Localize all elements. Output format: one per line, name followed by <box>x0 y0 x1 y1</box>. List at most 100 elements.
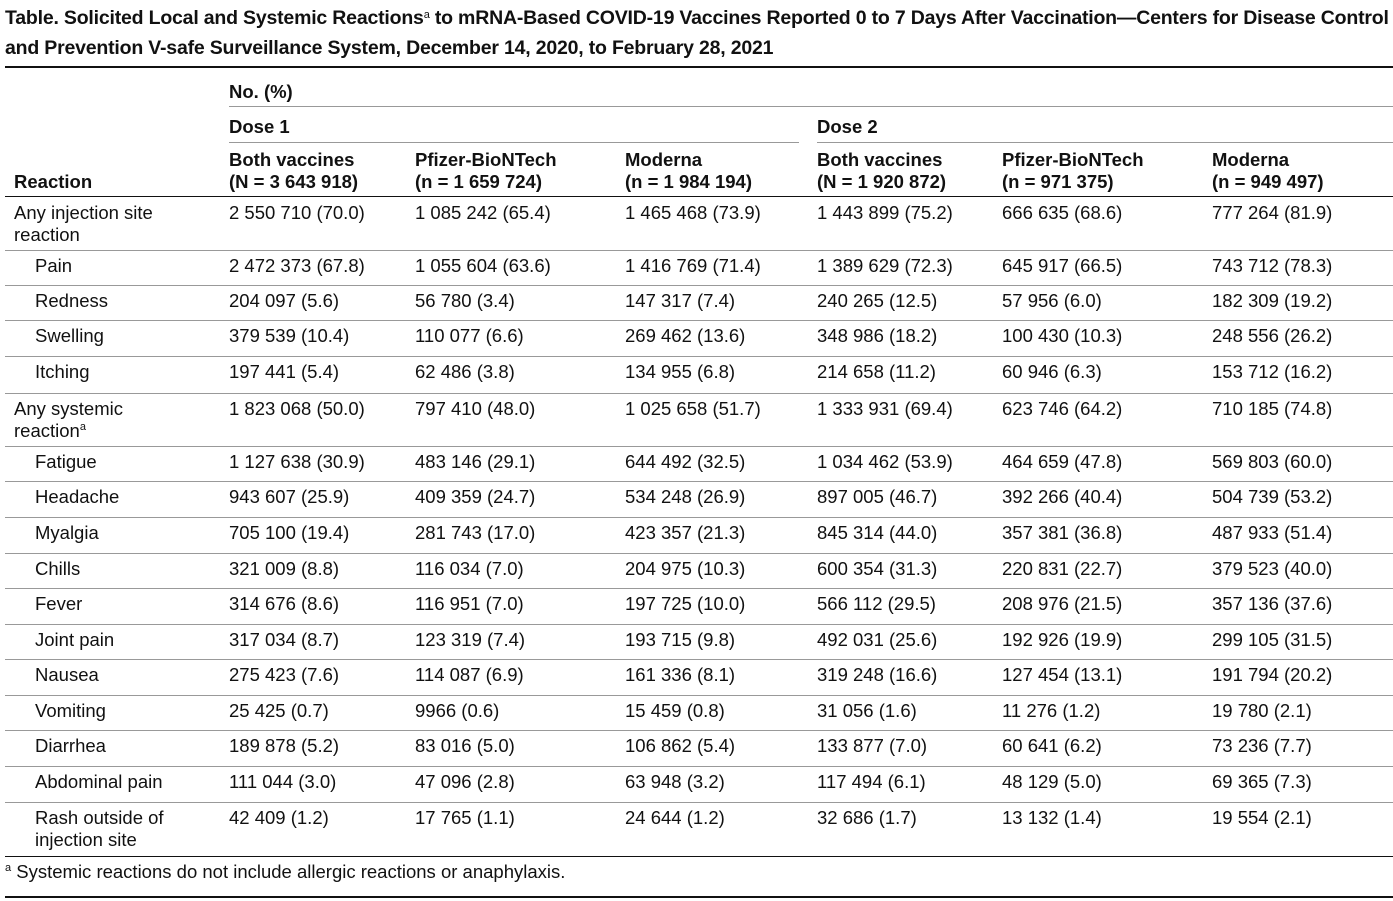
column-header-name: Moderna <box>1212 149 1290 170</box>
table-cell: 153 712 (16.2) <box>1212 361 1333 382</box>
table-cell: 116 034 (7.0) <box>415 558 524 579</box>
table-cell: 208 976 (21.5) <box>1002 593 1123 614</box>
table-cell: 1 465 468 (73.9) <box>625 202 761 223</box>
table-cell: 321 009 (8.8) <box>229 558 340 579</box>
table-cell: 275 423 (7.6) <box>229 664 340 685</box>
column-header-n: (N = 3 643 918) <box>229 171 359 192</box>
row-label: Vomiting <box>35 700 106 721</box>
bottom-rule <box>5 896 1393 898</box>
table-cell: 32 686 (1.7) <box>817 807 917 828</box>
table-cell: 220 831 (22.7) <box>1002 558 1123 579</box>
table-cell: 464 659 (47.8) <box>1002 451 1123 472</box>
table-cell: 161 336 (8.1) <box>625 664 736 685</box>
row-label: Chills <box>35 558 81 579</box>
dose1-header: Dose 1 <box>229 116 290 137</box>
table-cell: 392 266 (40.4) <box>1002 486 1123 507</box>
table-cell: 379 539 (10.4) <box>229 325 350 346</box>
row-label: Swelling <box>35 325 104 346</box>
table-cell: 42 409 (1.2) <box>229 807 329 828</box>
table-cell: 1 443 899 (75.2) <box>817 202 953 223</box>
table-cell: 644 492 (32.5) <box>625 451 746 472</box>
table-cell: 1 389 629 (72.3) <box>817 255 953 276</box>
footnote: a Systemic reactions do not include alle… <box>5 861 566 882</box>
table-cell: 193 715 (9.8) <box>625 629 736 650</box>
table-cell: 60 946 (6.3) <box>1002 361 1102 382</box>
table-title: Table. Solicited Local and Systemic Reac… <box>5 7 1389 59</box>
table-bottom-rule <box>5 856 1393 857</box>
table-cell: 710 185 (74.8) <box>1212 398 1333 419</box>
table-cell: 569 803 (60.0) <box>1212 451 1333 472</box>
table-cell: 797 410 (48.0) <box>415 398 536 419</box>
table-cell: 204 097 (5.6) <box>229 290 340 311</box>
table-cell: 317 034 (8.7) <box>229 629 340 650</box>
row-label: Abdominal pain <box>35 771 163 792</box>
row-divider <box>5 659 1393 660</box>
table-cell: 743 712 (78.3) <box>1212 255 1333 276</box>
table-cell: 845 314 (44.0) <box>817 522 938 543</box>
table-cell: 25 425 (0.7) <box>229 700 329 721</box>
row-label: Itching <box>35 361 90 382</box>
table-cell: 204 975 (10.3) <box>625 558 746 579</box>
table-cell: 127 454 (13.1) <box>1002 664 1123 685</box>
top-rule <box>5 66 1393 68</box>
table-cell: 492 031 (25.6) <box>817 629 938 650</box>
row-label: Myalgia <box>35 522 99 543</box>
table-cell: 423 357 (21.3) <box>625 522 746 543</box>
row-label: Pain <box>35 255 73 276</box>
table-cell: 191 794 (20.2) <box>1212 664 1333 685</box>
column-header-name: Pfizer-BioNTech <box>1002 149 1144 170</box>
table-cell: 197 441 (5.4) <box>229 361 340 382</box>
column-header-n: (n = 949 497) <box>1212 171 1324 192</box>
table-cell: 566 112 (29.5) <box>817 593 936 614</box>
column-header-n: (n = 971 375) <box>1002 171 1114 192</box>
table-cell: 2 472 373 (67.8) <box>229 255 365 276</box>
table-cell: 504 739 (53.2) <box>1212 486 1333 507</box>
table-cell: 319 248 (16.6) <box>817 664 938 685</box>
table-cell: 57 956 (6.0) <box>1002 290 1102 311</box>
column-header-name: Moderna <box>625 149 703 170</box>
row-divider <box>5 393 1393 394</box>
table-cell: 73 236 (7.7) <box>1212 735 1312 756</box>
row-divider <box>5 481 1393 482</box>
row-label: Redness <box>35 290 109 311</box>
table-cell: 110 077 (6.6) <box>415 325 524 346</box>
table-cell: 214 658 (11.2) <box>817 361 936 382</box>
table-cell: 666 635 (68.6) <box>1002 202 1123 223</box>
table-cell: 943 607 (25.9) <box>229 486 350 507</box>
table-cell: 192 926 (19.9) <box>1002 629 1123 650</box>
table-cell: 56 780 (3.4) <box>415 290 515 311</box>
table-cell: 63 948 (3.2) <box>625 771 725 792</box>
table-cell: 357 381 (36.8) <box>1002 522 1123 543</box>
row-divider <box>5 320 1393 321</box>
reaction-header: Reaction <box>14 171 93 192</box>
table-cell: 1 055 604 (63.6) <box>415 255 551 276</box>
table-cell: 24 644 (1.2) <box>625 807 725 828</box>
table-cell: 62 486 (3.8) <box>415 361 515 382</box>
table-cell: 15 459 (0.8) <box>625 700 725 721</box>
row-divider <box>5 356 1393 357</box>
table-cell: 147 317 (7.4) <box>625 290 736 311</box>
row-divider <box>5 624 1393 625</box>
table-cell: 19 780 (2.1) <box>1212 700 1312 721</box>
table-cell: 17 765 (1.1) <box>415 807 515 828</box>
table-cell: 123 319 (7.4) <box>415 629 526 650</box>
row-label: Any injection site reaction <box>14 202 153 245</box>
dose1-underline <box>229 142 799 143</box>
table-cell: 299 105 (31.5) <box>1212 629 1333 650</box>
table-cell: 534 248 (26.9) <box>625 486 746 507</box>
table-cell: 357 136 (37.6) <box>1212 593 1333 614</box>
table-cell: 2 550 710 (70.0) <box>229 202 365 223</box>
table-cell: 1 416 769 (71.4) <box>625 255 761 276</box>
table-cell: 1 085 242 (65.4) <box>415 202 551 223</box>
dose2-underline <box>817 142 1393 143</box>
table-cell: 111 044 (3.0) <box>229 771 337 792</box>
row-divider <box>5 802 1393 803</box>
row-divider <box>5 517 1393 518</box>
row-divider <box>5 766 1393 767</box>
table-cell: 106 862 (5.4) <box>625 735 736 756</box>
row-label: Headache <box>35 486 120 507</box>
table-cell: 48 129 (5.0) <box>1002 771 1102 792</box>
row-divider <box>5 446 1393 447</box>
row-label: Nausea <box>35 664 99 685</box>
column-header-name: Both vaccines <box>229 149 355 170</box>
